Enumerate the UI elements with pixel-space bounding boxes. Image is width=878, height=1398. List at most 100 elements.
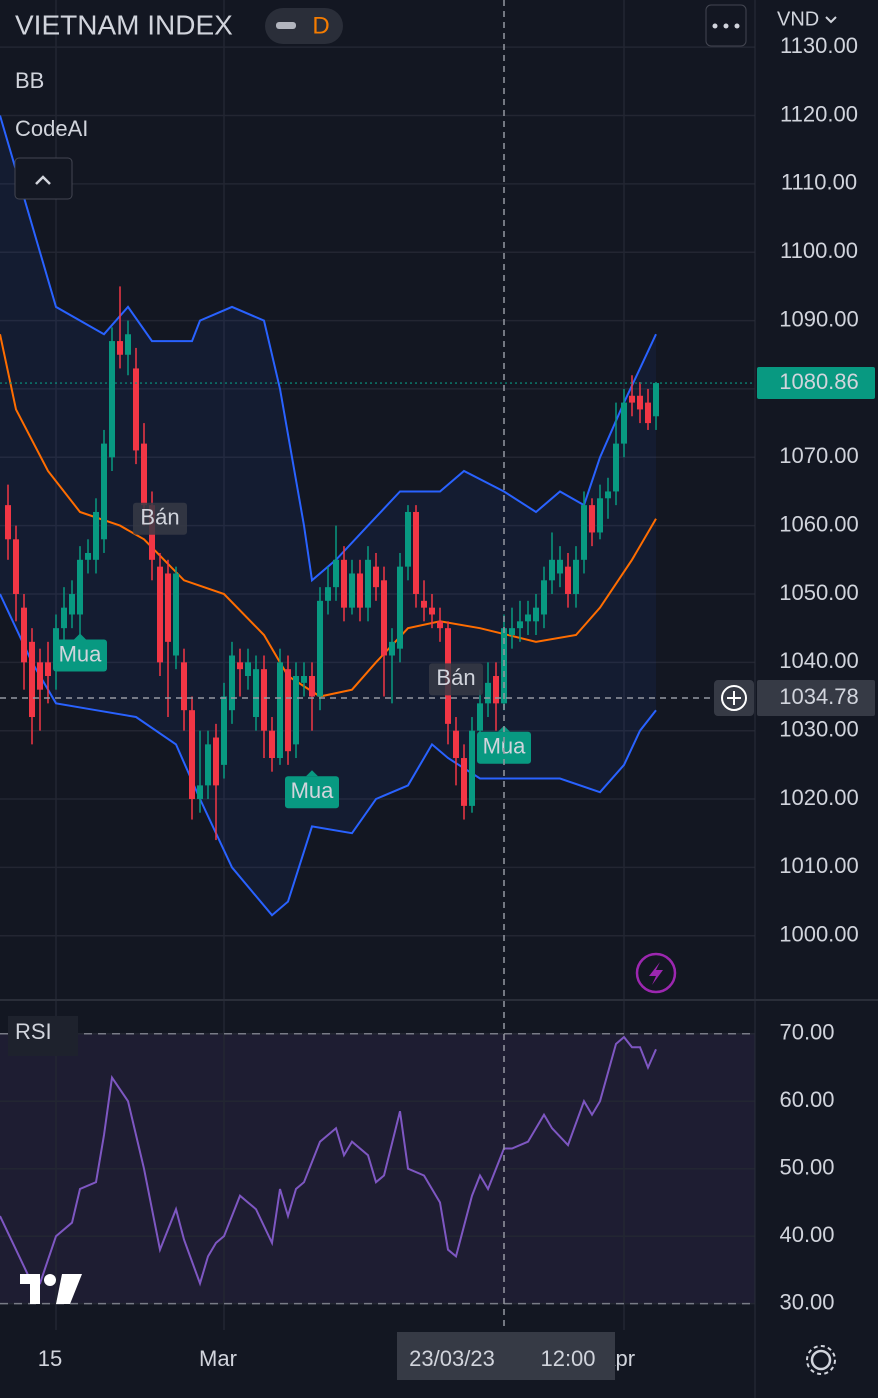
rsi-label-bg [8,1016,78,1056]
y-tick-label: 1110.00 [781,170,857,195]
crosshair-date: 23/03/23 [409,1346,495,1371]
signal-box [133,502,187,535]
candle-body [565,566,571,594]
candle-body [85,552,91,560]
candle-body [125,334,131,355]
rsi-label: RSI [15,1019,52,1044]
signal-label: Mua [59,641,103,666]
y-tick-label: 1000.00 [779,922,859,947]
gear-teeth [806,1345,836,1375]
indicator-label: CodeAI [15,116,88,141]
lightning-button[interactable] [635,952,677,994]
signal: Bán [133,502,187,535]
rsi-tick-label: 50.00 [779,1155,834,1180]
candle-body [589,505,595,533]
signal-label: Bán [436,665,475,690]
bb-upper [0,115,657,583]
signal: Bán [429,663,483,696]
candle-body [317,600,323,697]
signal-pointer [306,770,318,777]
candle-body [509,628,515,635]
rsi-tick-label: 40.00 [779,1222,834,1247]
candle-body [253,669,259,718]
candle-body [389,641,395,656]
candle-body [29,641,35,718]
candle-body [109,341,115,458]
candle-body [477,703,483,731]
price-axis: 1000.00 1010.00 1020.00 1030.00 1040.00 1050.… [38,33,875,1380]
dot [712,23,718,29]
band-fill [0,115,656,916]
candle-body [373,566,379,588]
last-price-label: 1080.86 [779,369,859,394]
candle-body [165,573,171,642]
candle-body [229,655,235,711]
candle-body [205,744,211,786]
y-tick-label: 1100.00 [780,238,858,263]
candle-body [181,662,187,711]
candle-body [613,443,619,492]
rsi-tick-label: 30.00 [779,1289,834,1314]
candle-body [637,395,643,410]
candle-body [77,559,83,615]
currency[interactable]: VND [777,8,819,30]
crosshair-price-tag [757,680,875,717]
bb-lower [0,593,657,917]
y-tick-label: 1020.00 [779,785,859,810]
candle-body [333,559,339,588]
signal-label: Bán [140,505,179,530]
candle-body [357,573,363,608]
x-tick-label: Mar [199,1346,237,1371]
candle-body [421,600,427,608]
candle-body [517,621,523,629]
crosshair-time: 12:00 [540,1346,595,1371]
tv-logo [20,1274,82,1304]
signal-box [53,639,107,672]
candle-body [213,737,219,786]
indicator-label: BB [15,68,44,93]
candle-body [237,662,243,670]
candle-body [245,662,251,677]
logo-part [20,1274,40,1304]
candle-body [45,662,51,677]
candle-body [437,621,443,629]
candle-body [653,383,659,417]
settings-icon[interactable] [806,1345,836,1375]
chart-title: VIETNAM INDEX [15,9,233,40]
signal: Mua [53,633,107,672]
candle-body [261,669,267,731]
candle-body [413,511,419,594]
last-price-tag [757,367,875,400]
lightning-icon [649,962,663,985]
crosshair-price-label: 1034.78 [779,684,859,709]
candle-body [557,559,563,574]
dot [734,23,740,29]
add-button [721,685,747,712]
interval: D [312,12,329,39]
candle-body [541,580,547,615]
y-tick-label: 1050.00 [779,580,859,605]
interval-pill[interactable] [265,8,343,44]
y-tick-label: 1060.00 [779,511,859,536]
candle-body [285,669,291,752]
candle-body [429,607,435,615]
candle-body [133,368,139,451]
rsi-tick-label: 60.00 [779,1087,834,1112]
candle-body [173,573,179,656]
candle-body [381,580,387,656]
candle-body [461,758,467,806]
candle-body [101,443,107,540]
chevron-down [825,16,837,24]
candle-body [325,587,331,601]
candle-body [13,539,19,594]
candle-body [349,573,355,608]
signal: Mua [285,770,339,809]
y-tick-label: 1120.00 [780,101,858,126]
candle-body [269,730,275,759]
logo-part [56,1274,82,1304]
rsi-tick-label: 70.00 [779,1020,834,1045]
candle-body [605,491,611,499]
add-plus [727,691,741,706]
candle-body [117,341,123,355]
